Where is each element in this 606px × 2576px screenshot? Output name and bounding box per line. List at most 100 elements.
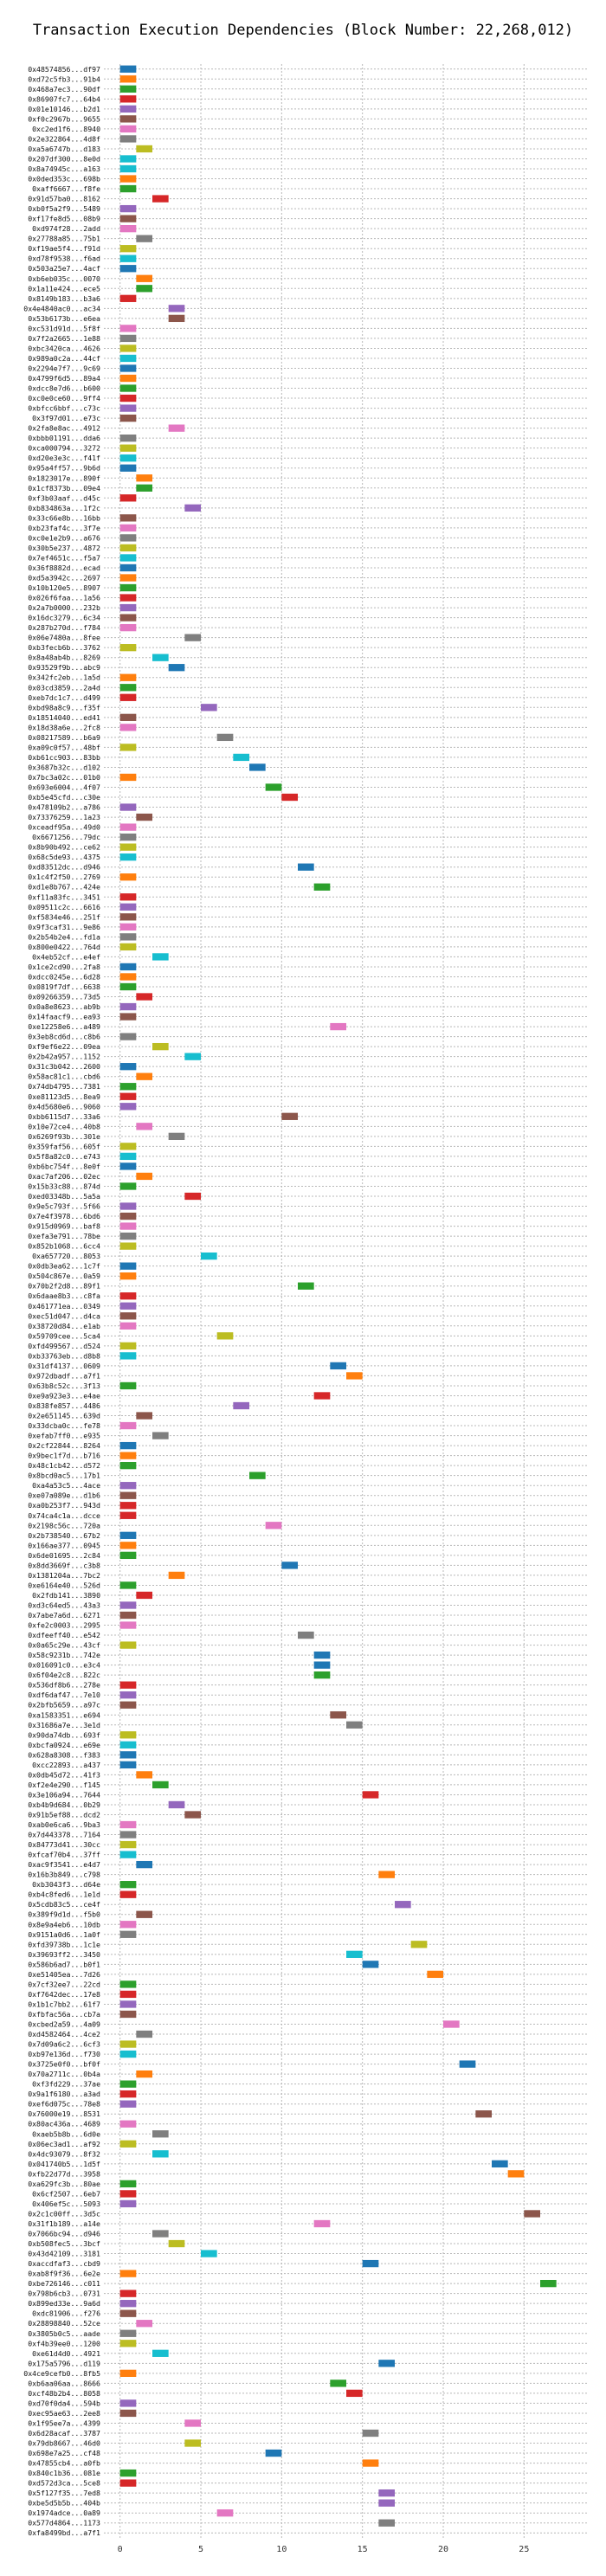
- transaction-label: 0x406ef5c...5093: [32, 2199, 100, 2208]
- execution-bar: [119, 1840, 137, 1849]
- transaction-label: 0xb23faf4c...3f7e: [28, 524, 100, 532]
- transaction-label: 0x478109b2...a786: [28, 803, 100, 812]
- transaction-label: 0x03cd3859...2a4d: [28, 683, 100, 692]
- execution-bar: [119, 1731, 137, 1739]
- transaction-label: 0x6d28acaf...3787: [28, 2429, 100, 2438]
- transaction-label: 0x31f1b189...a14e: [28, 2219, 100, 2228]
- execution-bar: [152, 654, 169, 661]
- execution-bar: [313, 2219, 331, 2228]
- execution-bar: [119, 1831, 137, 1839]
- transaction-label: 0xb6bc754f...8e0f: [28, 1162, 100, 1170]
- transaction-label: 0x09511c2c...6616: [28, 903, 100, 911]
- transaction-label: 0x4799f6d5...89a4: [28, 374, 100, 383]
- transaction-label: 0xc531d91d...5f8f: [28, 324, 100, 332]
- transaction-label: 0xaff6667...f8fe: [32, 184, 100, 193]
- transaction-label: 0x95a4ff57...9b6d: [28, 464, 100, 473]
- transaction-label: 0xac7af206...02ec: [28, 1172, 100, 1181]
- execution-bar: [119, 2080, 137, 2088]
- transaction-label: 0x08217589...b6a9: [28, 733, 100, 742]
- transaction-label: 0x0db3ea62...1c7f: [28, 1262, 100, 1271]
- execution-bar: [168, 1571, 185, 1580]
- execution-bar: [119, 404, 137, 412]
- execution-bar: [119, 973, 137, 981]
- execution-bar: [119, 1002, 137, 1011]
- transaction-label: 0x90da74db...693f: [28, 1730, 100, 1739]
- execution-bar: [119, 334, 137, 343]
- transaction-label: 0x18514040...ed41: [28, 713, 100, 722]
- transaction-label: 0x7e4f3978...6bd6: [28, 1212, 100, 1220]
- transaction-label: 0xefab7ff0...e935: [28, 1432, 100, 1440]
- execution-bar: [136, 1771, 152, 1779]
- execution-bar: [119, 65, 137, 73]
- execution-bar: [119, 1641, 137, 1649]
- transaction-label: 0xf17fe8d5...08b9: [28, 215, 100, 223]
- execution-bar: [136, 484, 152, 492]
- transaction-label: 0xcf48b2b4...8058: [28, 2389, 100, 2398]
- transaction-label: 0xbcfa0924...e69e: [28, 1741, 100, 1749]
- execution-bar: [168, 314, 185, 323]
- execution-bar: [119, 204, 137, 213]
- execution-bar: [119, 1930, 137, 1938]
- execution-bar: [119, 534, 137, 542]
- execution-bar: [119, 175, 137, 183]
- transaction-label: 0x8dd3669f...c3b8: [28, 1561, 100, 1569]
- execution-bar: [119, 1611, 137, 1620]
- transaction-label: 0x7f2a2665...1e88: [28, 334, 100, 343]
- transaction-label: 0x698e7a25...cf48: [28, 2449, 100, 2457]
- transaction-label: 0xab0e6ca6...9ba3: [28, 1820, 100, 1829]
- transaction-label: 0x1823017e...890f: [28, 473, 100, 482]
- execution-bar: [119, 1103, 137, 1111]
- transaction-label: 0xfa8499bd...a7f1: [28, 2528, 100, 2537]
- transaction-label: 0xaeb5b8b...6d0e: [32, 2129, 100, 2138]
- transaction-label: 0x91d57ba0...8162: [28, 195, 100, 203]
- execution-bar: [119, 913, 137, 921]
- transaction-label: 0x63b8c52c...3f13: [28, 1381, 100, 1390]
- transaction-label: 0x915d0969...baf8: [28, 1222, 100, 1231]
- transaction-label: 0x0db45d72...41f3: [28, 1770, 100, 1779]
- execution-bar: [313, 1671, 331, 1679]
- transaction-label: 0x7d09a6c2...6cf3: [28, 2040, 100, 2049]
- execution-bar: [362, 2259, 379, 2268]
- transaction-label: 0xfe2c0003...2995: [28, 1621, 100, 1630]
- execution-bar: [524, 2210, 540, 2218]
- execution-bar: [330, 1022, 346, 1031]
- transaction-label: 0x30b5e237...4872: [28, 544, 100, 552]
- execution-bar: [119, 823, 137, 831]
- execution-bar: [119, 1462, 137, 1470]
- execution-bar: [119, 933, 137, 941]
- transaction-label: 0xac9f3541...e4d7: [28, 1860, 100, 1869]
- transaction-label: 0x3f97d01...e73c: [32, 414, 100, 422]
- transaction-label: 0xfbfac56a...cb7a: [28, 2010, 100, 2019]
- transaction-label: 0x2fdb141...3890: [32, 1591, 100, 1600]
- execution-bar: [184, 1811, 201, 1819]
- transaction-label: 0x53b6173b...e6ea: [28, 314, 100, 323]
- execution-bar: [119, 1242, 137, 1250]
- execution-bar: [216, 733, 234, 742]
- transaction-label: 0x10b120e5...8907: [28, 583, 100, 592]
- execution-bar: [119, 2190, 137, 2198]
- transaction-label: 0xbfcc6bbf...c73c: [28, 404, 100, 413]
- execution-bar: [119, 833, 137, 841]
- execution-bar: [119, 1421, 137, 1430]
- transaction-label: 0xb6aa06aa...8666: [28, 2379, 100, 2387]
- transaction-label: 0x28898840...52ce: [28, 2319, 100, 2328]
- transaction-label: 0xfd39738b...1c1e: [28, 1940, 100, 1948]
- execution-bar: [119, 135, 137, 143]
- transaction-label: 0x14faacf9...ea93: [28, 1013, 100, 1021]
- transaction-label: 0x2fa8e8ac...4912: [28, 424, 100, 433]
- execution-bar: [119, 1701, 137, 1709]
- transaction-label: 0x2b54b2e4...fd1a: [28, 932, 100, 941]
- transaction-label: 0x27788a85...75b1: [28, 235, 100, 243]
- execution-bar: [378, 2519, 395, 2527]
- execution-bar: [119, 554, 137, 562]
- execution-bar: [119, 514, 137, 522]
- transaction-label: 0x8a74945c...a163: [28, 164, 100, 173]
- transaction-label: 0xd78f9538...f6ad: [28, 254, 100, 263]
- execution-bar: [216, 1332, 234, 1340]
- execution-bar: [119, 1691, 137, 1699]
- transaction-label: 0x4eb52cf...e4ef: [32, 952, 100, 961]
- transaction-label: 0xfcaf70b4...37ff: [28, 1851, 100, 1859]
- execution-bar: [168, 1132, 185, 1140]
- transaction-label: 0xca000794...3272: [28, 444, 100, 453]
